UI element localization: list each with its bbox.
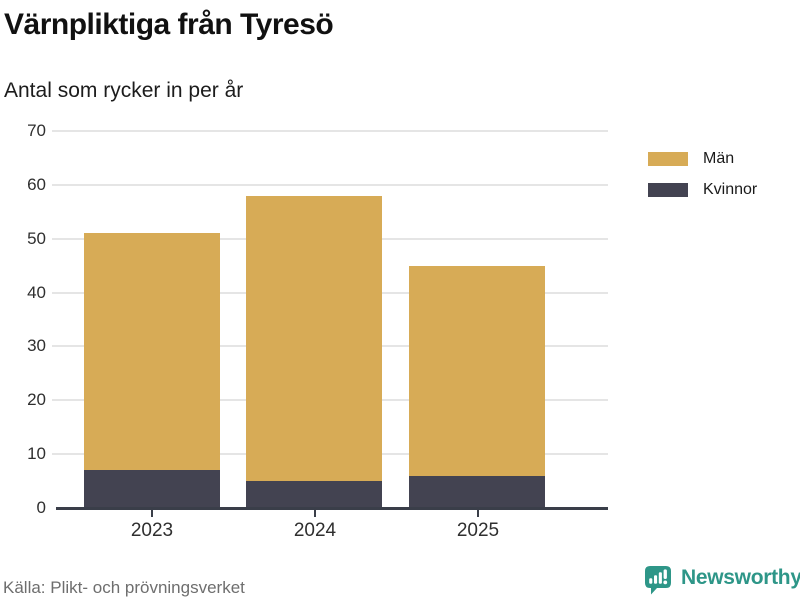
x-tick-label: 2025 <box>456 520 500 541</box>
gridline <box>52 183 608 186</box>
newsworthy-logo-link[interactable]: Newsworthy <box>643 564 800 596</box>
legend-swatch <box>648 152 688 166</box>
y-tick-label: 70 <box>27 121 46 140</box>
page-title: Värnpliktiga från Tyresö <box>4 8 334 41</box>
x-axis-line <box>56 507 608 510</box>
x-tick-mark <box>151 510 153 517</box>
legend-label: Män <box>703 150 735 167</box>
legend-item-m-n: Män <box>648 150 757 168</box>
chart-legend: Män Kvinnor <box>648 150 757 212</box>
bar-segment-women-2024 <box>246 480 382 508</box>
bar-segment-women-2025 <box>409 475 545 508</box>
gridline <box>52 130 608 132</box>
bar-segment-men-2023 <box>84 233 220 471</box>
y-tick-label: 40 <box>27 282 46 302</box>
bar-2024 <box>246 195 382 508</box>
newsworthy-speech-bubble-chart-icon <box>643 564 673 596</box>
x-tick-label: 2024 <box>293 520 337 541</box>
y-tick-label: 20 <box>27 390 46 410</box>
x-tick-mark <box>477 510 479 517</box>
x-tick-label: 2023 <box>130 520 174 541</box>
y-tick-label: 60 <box>27 174 46 194</box>
bar-segment-men-2025 <box>409 265 545 476</box>
x-tick-mark <box>314 510 316 517</box>
y-tick-label: 50 <box>27 228 46 248</box>
legend-item-kvinnor: Kvinnor <box>648 181 757 199</box>
bar-2025 <box>409 265 545 508</box>
y-tick-label: 10 <box>27 444 46 464</box>
newsworthy-wordmark: Newsworthy <box>681 566 800 589</box>
chart-subtitle: Antal som rycker in per år <box>4 79 244 102</box>
legend-label: Kvinnor <box>703 181 758 198</box>
legend-swatch <box>648 183 688 197</box>
y-tick-label: 0 <box>36 498 46 517</box>
source-note: Källa: Plikt- och prövningsverket <box>3 578 245 597</box>
bar-segment-men-2024 <box>246 195 382 481</box>
bar-segment-women-2023 <box>84 470 220 508</box>
bar-2023 <box>84 233 220 508</box>
y-tick-label: 30 <box>27 336 46 356</box>
